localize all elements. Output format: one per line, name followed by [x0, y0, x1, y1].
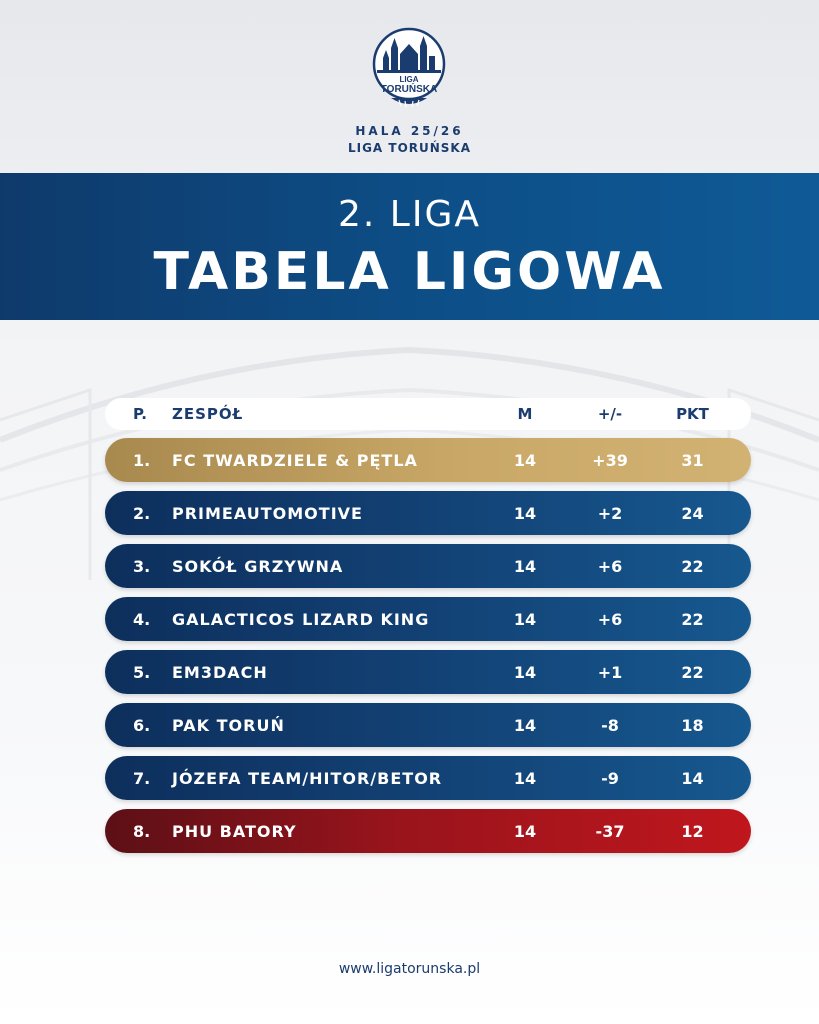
row-position: 4.: [133, 609, 151, 629]
row-goal-diff: +6: [597, 556, 623, 576]
division-subtitle: 2. LIGA: [338, 194, 481, 235]
table-row: 3. SOKÓŁ GRZYWNA 14 +6 22: [105, 544, 751, 588]
row-matches: 14: [513, 450, 537, 470]
row-position: 5.: [133, 662, 151, 682]
league-name-label: LIGA TORUŃSKA: [347, 141, 472, 155]
title-banner: [0, 173, 819, 320]
row-matches: 14: [513, 662, 537, 682]
row-points: 22: [681, 662, 704, 682]
column-header-matches: M: [517, 405, 533, 423]
row-team: PAK TORUŃ: [172, 715, 285, 735]
row-matches: 14: [513, 556, 537, 576]
row-points: 14: [681, 768, 704, 788]
row-goal-diff: -37: [595, 821, 625, 841]
league-logo: LIGA TORUŃSKA: [369, 26, 449, 112]
column-header-team: ZESPÓŁ: [172, 405, 244, 423]
row-team: SOKÓŁ GRZYWNA: [172, 556, 344, 576]
row-points: 22: [681, 609, 704, 629]
row-points: 31: [681, 450, 704, 470]
row-team: JÓZEFA TEAM/HITOR/BETOR: [172, 768, 443, 788]
table-row: 2. PRIMEAUTOMOTIVE 14 +2 24: [105, 491, 751, 535]
row-points: 12: [681, 821, 704, 841]
row-goal-diff: +39: [592, 450, 628, 470]
column-header-goal-diff: +/-: [597, 405, 623, 423]
row-matches: 14: [513, 609, 537, 629]
svg-text:TORUŃSKA: TORUŃSKA: [381, 82, 437, 95]
row-position: 7.: [133, 768, 151, 788]
row-points: 22: [681, 556, 704, 576]
website-link[interactable]: www.ligatorunska.pl: [338, 961, 481, 977]
page-title: TABELA LIGOWA: [153, 242, 666, 302]
table-row: 1. FC TWARDZIELE & PĘTLA 14 +39 31: [105, 438, 751, 482]
row-position: 3.: [133, 556, 151, 576]
row-position: 6.: [133, 715, 151, 735]
row-goal-diff: +6: [597, 609, 623, 629]
row-goal-diff: +1: [597, 662, 623, 682]
table-row: 7. JÓZEFA TEAM/HITOR/BETOR 14 -9 14: [105, 756, 751, 800]
row-matches: 14: [513, 768, 537, 788]
row-points: 18: [681, 715, 704, 735]
row-team: EM3DACH: [172, 662, 268, 682]
row-position: 8.: [133, 821, 151, 841]
table-row: 5. EM3DACH 14 +1 22: [105, 650, 751, 694]
season-label: HALA 25/26: [355, 124, 464, 138]
row-goal-diff: -8: [601, 715, 619, 735]
table-header: P. ZESPÓŁ M +/- PKT: [105, 398, 751, 430]
table-row: 4. GALACTICOS LIZARD KING 14 +6 22: [105, 597, 751, 641]
table-row: 6. PAK TORUŃ 14 -8 18: [105, 703, 751, 747]
row-team: PHU BATORY: [172, 821, 297, 841]
column-header-position: P.: [133, 405, 147, 423]
row-position: 2.: [133, 503, 151, 523]
row-matches: 14: [513, 503, 537, 523]
column-header-points: PKT: [676, 405, 709, 423]
row-matches: 14: [513, 715, 537, 735]
row-position: 1.: [133, 450, 151, 470]
svg-text:LIGA: LIGA: [399, 75, 418, 84]
row-points: 24: [681, 503, 704, 523]
row-team: GALACTICOS LIZARD KING: [172, 609, 430, 629]
table-row: 8. PHU BATORY 14 -37 12: [105, 809, 751, 853]
row-team: FC TWARDZIELE & PĘTLA: [172, 450, 418, 470]
row-matches: 14: [513, 821, 537, 841]
row-goal-diff: -9: [601, 768, 619, 788]
row-team: PRIMEAUTOMOTIVE: [172, 503, 363, 523]
row-goal-diff: +2: [597, 503, 623, 523]
